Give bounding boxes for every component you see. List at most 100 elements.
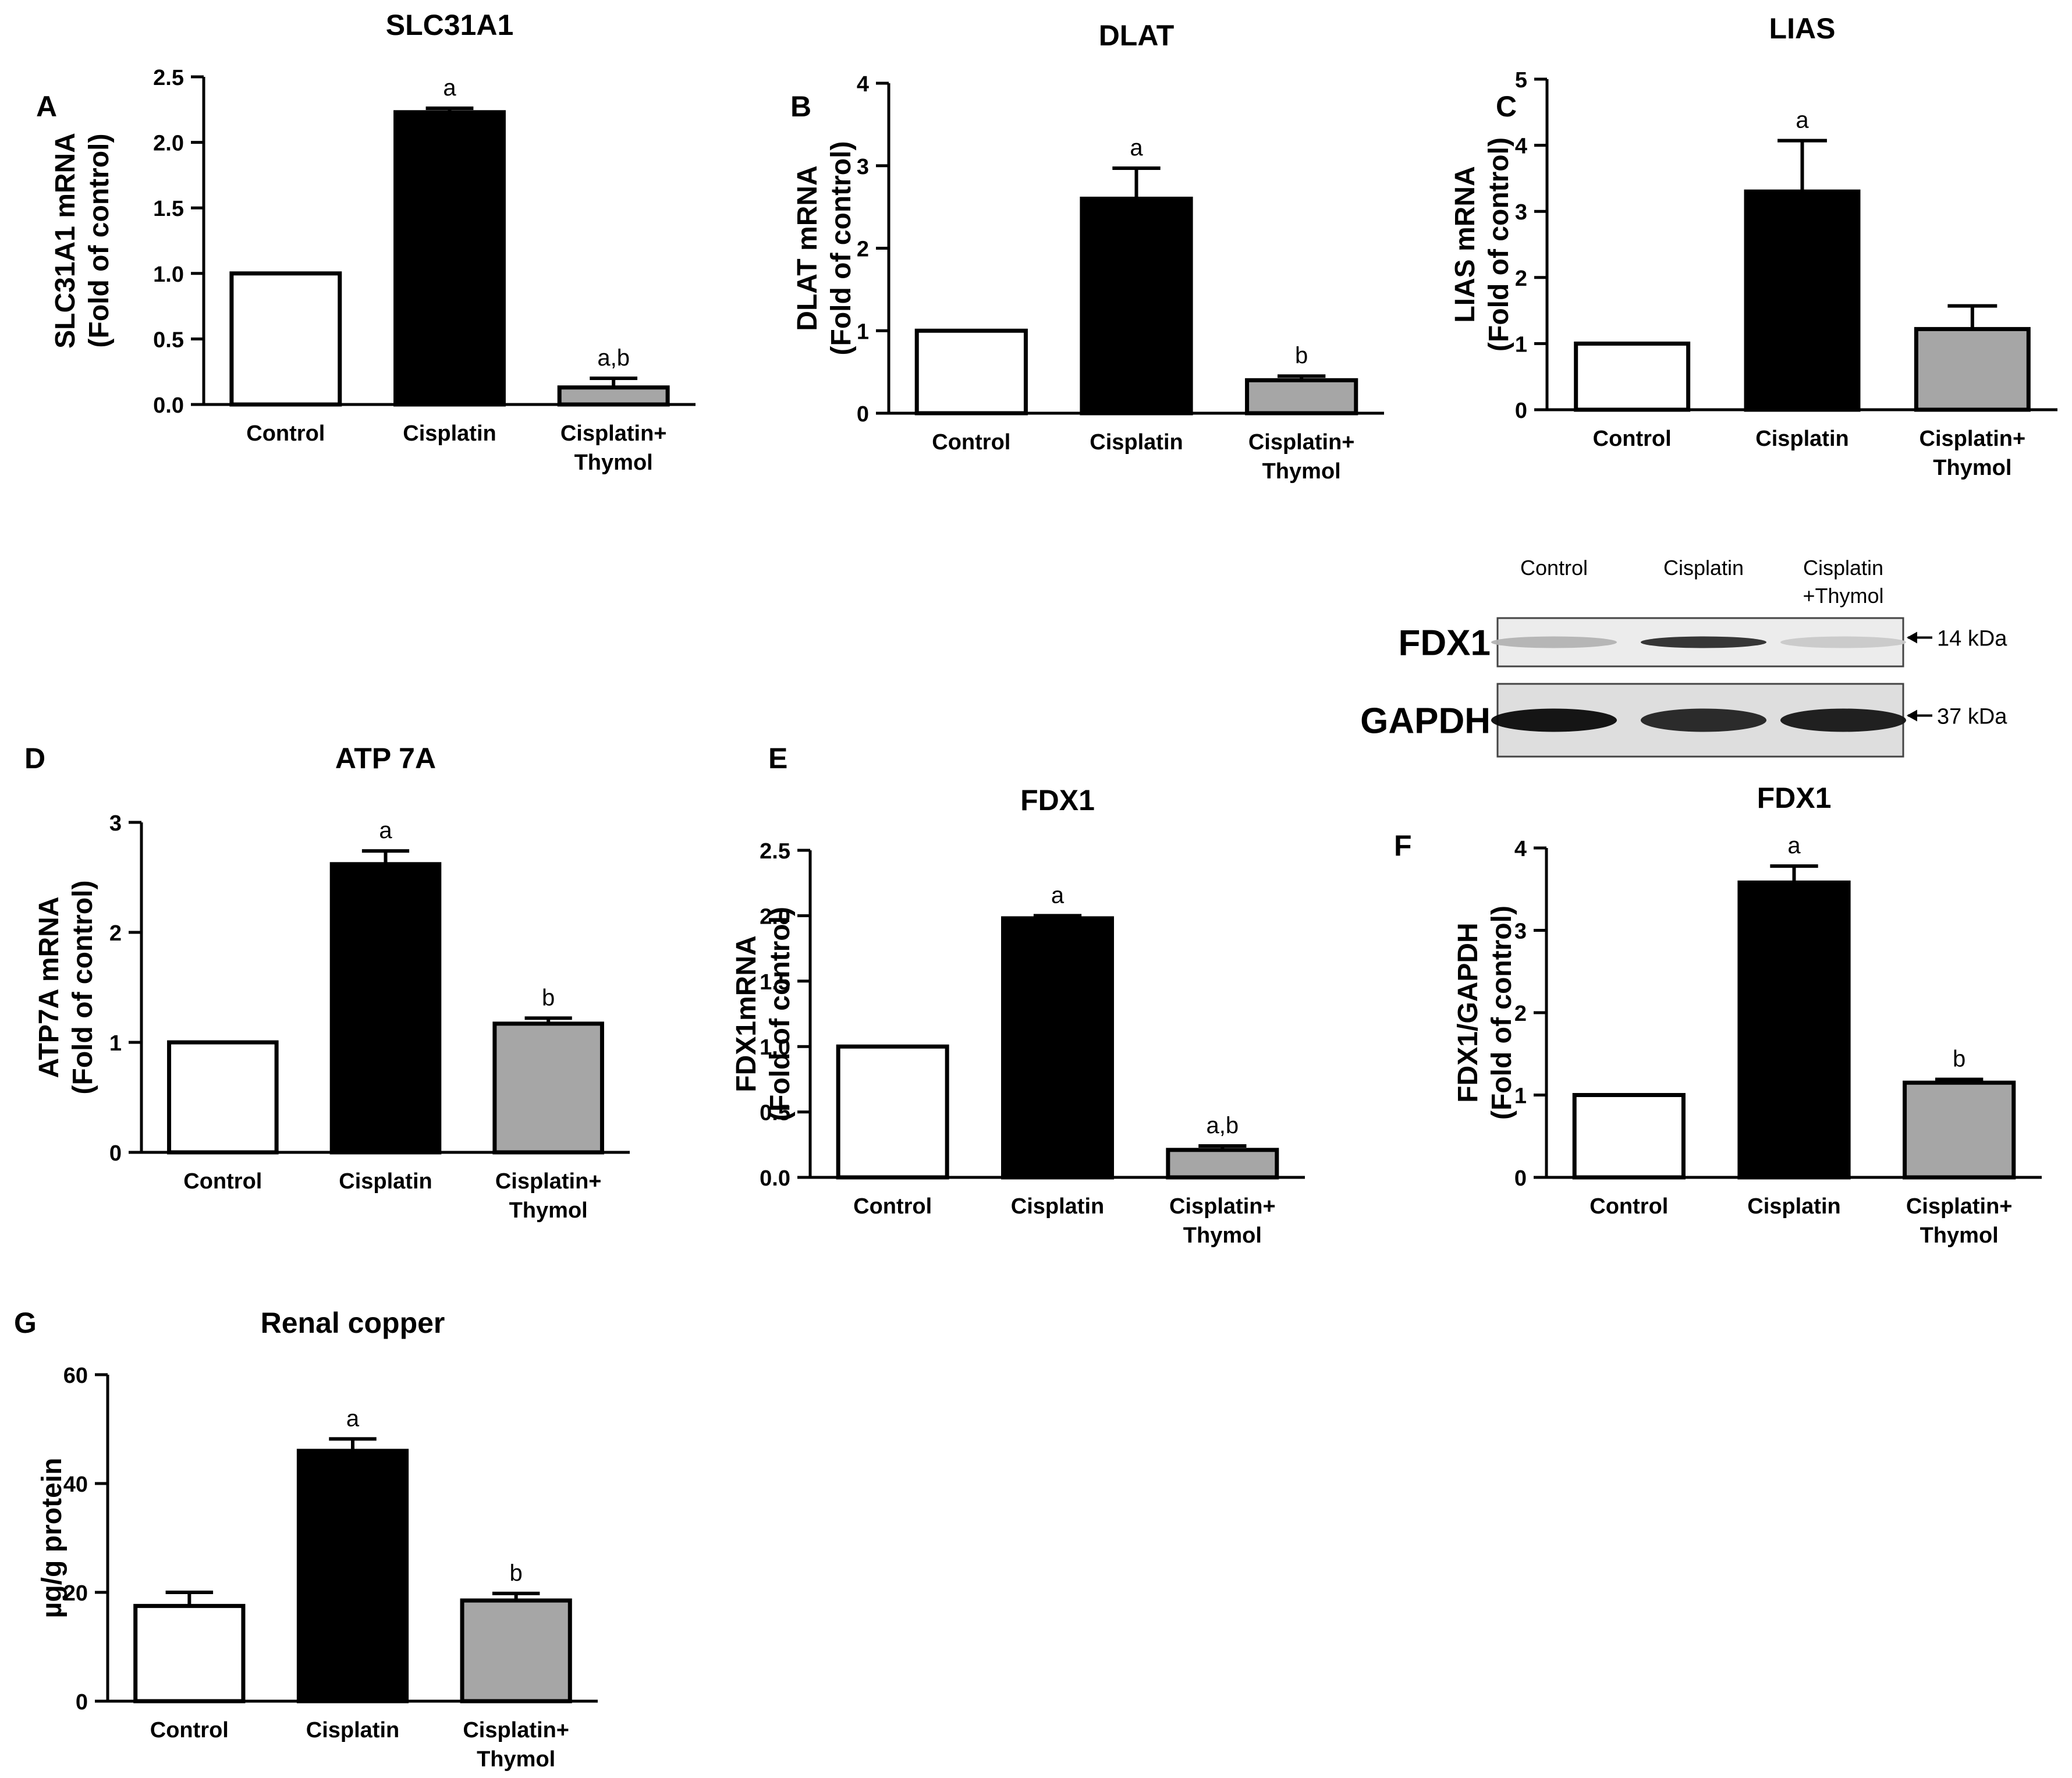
y-tick-label: 4	[1514, 837, 1527, 861]
y-tick-label: 3	[1514, 920, 1527, 944]
bar	[1245, 378, 1358, 416]
significance-label: a	[1051, 882, 1065, 908]
bar	[329, 862, 442, 1155]
x-tick-label: Thymol	[1183, 1223, 1262, 1248]
chart-title: Renal copper	[261, 1307, 445, 1339]
arrowhead-icon	[1907, 709, 1917, 722]
panel-letter: G	[14, 1307, 37, 1339]
y-tick-label: 0.5	[760, 1101, 790, 1126]
x-tick-label: Thymol	[1933, 456, 2011, 480]
significance-label: b	[542, 985, 555, 1010]
bar	[229, 271, 342, 407]
arrowhead-icon	[1907, 631, 1917, 644]
x-tick-label: Thymol	[574, 450, 653, 475]
y-axis-label: SLC31A1 mRNA	[50, 133, 81, 349]
panel-D: D ATP 7A 0 1 2 3 ATP7A mRNA (Fold of control) Co…	[24, 742, 630, 1223]
bar	[1574, 341, 1691, 412]
y-axis-label: (Fold of control)	[84, 134, 115, 348]
bar	[1001, 916, 1114, 1180]
panel-B: B DLAT 0 1 2 3 4 DLAT mRNA (Fold of control) Cont…	[790, 19, 1384, 484]
y-tick-label: 5	[1515, 68, 1527, 93]
bar	[492, 1021, 604, 1155]
significance-label: a	[379, 818, 392, 843]
x-tick-label: Thymol	[1262, 459, 1341, 484]
x-tick-label: Thymol	[477, 1747, 555, 1772]
bar	[557, 385, 670, 407]
panel-G: G Renal copper 0 20 40 60 µg/g protein Control a…	[14, 1307, 598, 1772]
y-tick-label: 1.0	[760, 1035, 790, 1060]
y-axis-label: (Fold of control)	[1484, 137, 1514, 352]
blot-size-marker: 37 kDa	[1937, 705, 2007, 729]
blot-lane-label: Control	[1520, 556, 1588, 580]
y-axis-label: µg/g protein	[37, 1458, 68, 1619]
chart-title: DLAT	[1099, 19, 1175, 52]
x-tick-label: Control	[183, 1169, 262, 1194]
blot-lane-label: Cisplatin	[1663, 556, 1744, 580]
x-tick-label: Cisplatin+	[463, 1718, 569, 1742]
y-axis-label: (Fold of control)	[68, 881, 98, 1095]
y-tick-label: 2.5	[760, 839, 790, 864]
panel-letter: E	[768, 742, 787, 775]
bar	[1080, 196, 1193, 416]
panel-E: E FDX1 0.0 0.5 1.0 1.5 2.0 2.5 FDX1mRNA (Fold of …	[731, 742, 1305, 1248]
significance-label: a	[1130, 135, 1143, 161]
bar	[914, 328, 1028, 416]
bar	[1166, 1148, 1279, 1180]
significance-label: a	[1796, 108, 1809, 133]
blot-protein-label: FDX1	[1399, 623, 1491, 663]
y-tick-label: 1.5	[153, 197, 184, 221]
y-tick-label: 2	[1514, 1002, 1527, 1026]
significance-label: b	[510, 1560, 523, 1586]
bar	[167, 1040, 279, 1155]
panel-letter: A	[36, 90, 57, 123]
y-tick-label: 3	[1515, 200, 1527, 225]
panel-letter: F	[1394, 829, 1412, 862]
y-tick-label: 0.0	[760, 1166, 790, 1191]
bar	[1903, 1080, 2016, 1180]
panel-letter: B	[790, 90, 811, 123]
y-tick-label: 3	[109, 811, 122, 836]
significance-label: b	[1953, 1046, 1965, 1072]
y-tick-label: 1	[1515, 332, 1527, 357]
x-tick-label: Cisplatin	[339, 1169, 432, 1194]
y-tick-label: 2.0	[153, 132, 184, 156]
significance-label: b	[1295, 343, 1308, 368]
y-axis-label: (Fold of control)	[1486, 906, 1517, 1120]
bar	[1572, 1093, 1686, 1180]
bar	[133, 1603, 246, 1704]
y-tick-label: 40	[63, 1472, 88, 1497]
y-tick-label: 3	[857, 155, 869, 179]
x-tick-label: Cisplatin+	[1920, 427, 2026, 451]
y-tick-label: 0.0	[153, 393, 184, 418]
y-axis-label: FDX1/GAPDH	[1453, 922, 1484, 1102]
blot-protein-label: GAPDH	[1360, 701, 1491, 741]
x-tick-label: Control	[246, 421, 325, 446]
bar	[460, 1598, 572, 1704]
panel-F: F FDX1 0 1 2 3 4 FDX1/GAPDH (Fold of control) Con…	[1394, 782, 2042, 1248]
x-tick-label: Cisplatin+	[1169, 1194, 1276, 1219]
x-tick-label: Control	[150, 1718, 229, 1742]
y-axis-label: FDX1mRNA	[731, 935, 762, 1092]
y-tick-label: 2	[857, 237, 869, 262]
x-tick-label: Cisplatin	[1747, 1194, 1840, 1219]
western-blot: Control Cisplatin Cisplatin +Thymol FDX1 14 k…	[1360, 556, 2007, 758]
blot-band	[1780, 636, 1906, 648]
y-tick-label: 0	[109, 1141, 122, 1166]
chart-title: FDX1	[1020, 784, 1095, 817]
x-tick-label: Cisplatin	[306, 1718, 399, 1742]
y-tick-label: 2	[1515, 267, 1527, 291]
blot-lane-label: +Thymol	[1803, 584, 1883, 608]
panel-A: A SLC31A1 0.0 0.5 1.0 1.5 2.0 2.5 SLC31A1 mRNA (F…	[36, 9, 696, 475]
significance-label: a,b	[1207, 1113, 1239, 1138]
bar	[836, 1044, 949, 1180]
bar	[393, 110, 506, 407]
blot-lane-label: Cisplatin	[1803, 556, 1883, 580]
y-tick-label: 0	[76, 1690, 88, 1715]
bar	[1744, 189, 1861, 412]
x-tick-label: Cisplatin+	[1906, 1194, 2013, 1219]
x-tick-label: Thymol	[1920, 1223, 1999, 1248]
panel-C: C LIAS 0 1 2 3 4 5 LIAS mRNA (Fold of control) Con…	[1450, 12, 2057, 480]
y-tick-label: 60	[63, 1364, 88, 1388]
panel-letter: D	[24, 742, 45, 775]
chart-title: SLC31A1	[386, 9, 514, 41]
